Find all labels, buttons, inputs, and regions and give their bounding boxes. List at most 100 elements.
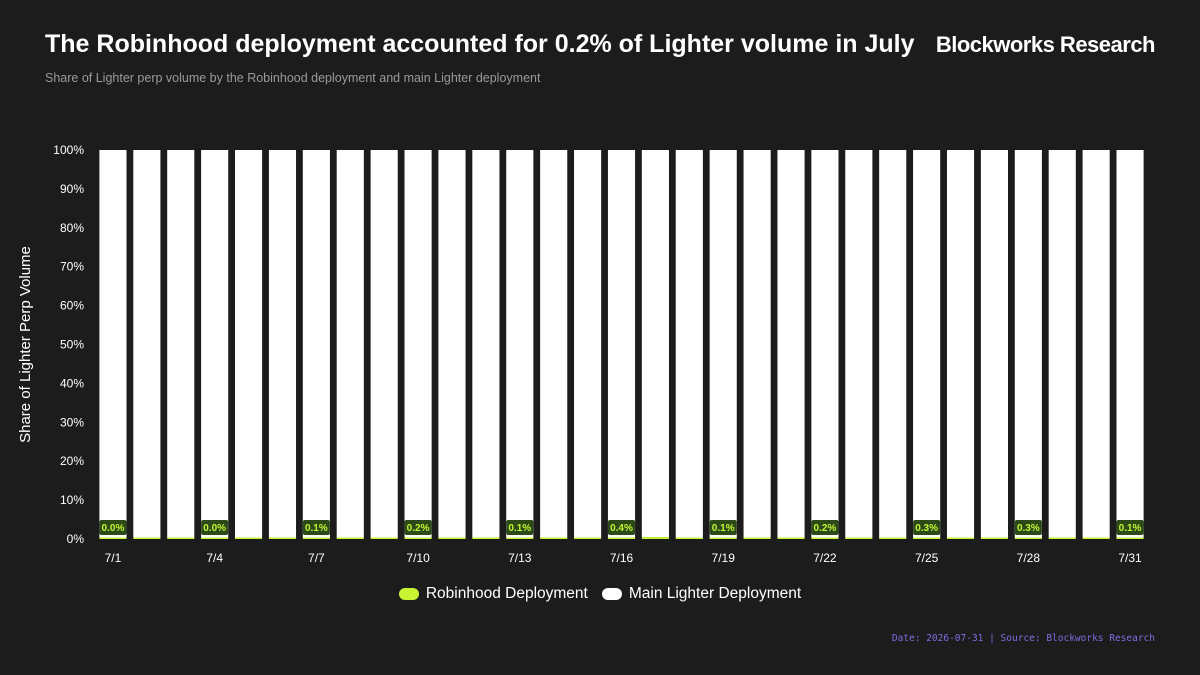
chart-subtitle: Share of Lighter perp volume by the Robi… [45,71,541,85]
bar-robinhood [709,537,737,539]
bar-main-lighter [743,150,771,538]
legend-swatch-robinhood [398,588,419,600]
bar-robinhood [99,537,127,539]
bar-robinhood [1082,537,1110,539]
bar-main-lighter [913,150,941,538]
bar-main-lighter [607,150,636,538]
bar-robinhood [811,537,839,539]
bar-main-lighter [641,150,669,538]
bar-main-lighter [336,150,364,538]
bar-main-lighter [268,150,297,538]
data-label-bg [99,520,127,535]
bar-main-lighter [1014,150,1042,538]
y-axis-title: Share of Lighter Perp Volume [17,246,34,443]
bar-main-lighter [99,150,127,538]
data-label: 0.1% [305,523,328,534]
bar-main-lighter [540,150,568,538]
data-label: 0.4% [610,523,633,534]
bar-main-lighter [1048,150,1076,538]
bar-main-lighter [1082,150,1110,538]
bar-main-lighter [404,150,432,538]
x-tick-label: 7/1 [105,551,122,565]
y-tick-label: 10% [60,493,84,507]
bar-robinhood [845,537,873,539]
bar-robinhood [777,537,805,539]
bar-main-lighter [574,150,602,538]
x-tick-label: 7/16 [610,551,634,565]
bar-robinhood [1014,537,1042,539]
bar-robinhood [302,537,330,539]
bar-main-lighter [472,150,500,538]
legend-label-robinhood: Robinhood Deployment [425,585,588,602]
data-label-bg [506,520,534,535]
bar-main-lighter [370,150,398,538]
data-label: 0.3% [1017,523,1040,534]
bar-robinhood [607,537,636,539]
data-label-bg [1116,520,1144,535]
x-tick-label: 7/4 [206,551,223,565]
bar-robinhood [1048,537,1076,539]
bar-main-lighter [167,150,195,538]
legend-label-main-lighter: Main Lighter Deployment [628,585,802,602]
bar-robinhood [506,537,534,539]
x-tick-label: 7/22 [813,551,837,565]
bar-robinhood [743,537,771,539]
bar-main-lighter [675,150,703,538]
bar-main-lighter [811,150,839,538]
bar-main-lighter [133,150,161,538]
bar-main-lighter [201,150,229,538]
y-tick-label: 30% [60,415,84,429]
y-tick-label: 100% [53,143,84,157]
bar-main-lighter [438,150,466,538]
data-label-bg [608,520,635,535]
data-label: 0.1% [508,523,531,534]
bar-robinhood [540,537,568,539]
data-label: 0.1% [1119,523,1142,534]
data-label: 0.0% [102,523,125,534]
bar-robinhood [574,537,602,539]
bar-robinhood [1116,537,1144,539]
y-tick-label: 20% [60,454,84,468]
bar-robinhood [370,537,398,539]
x-tick-label: 7/13 [508,551,532,565]
chart-legend: Robinhood Deployment Main Lighter Deploy… [0,585,1200,603]
bar-robinhood [675,537,703,539]
data-label-bg [1014,520,1042,535]
bar-main-lighter [506,150,534,538]
footer-source: Date: 2026-07-31 | Source: Blockworks Re… [891,633,1155,644]
x-tick-label: 7/7 [308,551,325,565]
chart-title: The Robinhood deployment accounted for 0… [45,30,915,58]
x-tick-label: 7/28 [1017,551,1041,565]
bar-robinhood [913,537,941,539]
bar-main-lighter [709,150,737,538]
y-tick-label: 60% [60,299,84,313]
data-label-bg [404,520,432,535]
bar-main-lighter [1116,150,1144,538]
bar-robinhood [472,537,500,539]
data-label: 0.1% [712,523,735,534]
bar-robinhood [133,537,161,539]
data-label-bg [201,520,229,535]
y-tick-label: 80% [60,221,84,235]
bar-robinhood [235,537,263,539]
bar-main-lighter [845,150,873,538]
bar-main-lighter [879,150,907,538]
legend-swatch-main-lighter [601,588,622,600]
bar-main-lighter [302,150,330,538]
data-label: 0.0% [203,523,226,534]
legend-item-robinhood[interactable]: Robinhood Deployment [398,585,588,603]
bar-main-lighter [777,150,805,538]
stacked-bar-chart: Share of Lighter Perp Volume 0% 10% 20% 30% 4… [17,143,1144,565]
brand-logo: Blockworks Research [935,32,1156,57]
x-tick-label: 7/19 [712,551,736,565]
bar-robinhood [980,537,1008,539]
bar-main-lighter [235,150,263,538]
y-tick-label: 50% [60,338,84,352]
legend-item-main-lighter[interactable]: Main Lighter Deployment [601,585,802,603]
x-tick-label: 7/25 [915,551,939,565]
data-label: 0.3% [915,523,938,534]
bar-main-lighter [980,150,1008,538]
y-tick-label: 70% [60,260,84,274]
bar-robinhood [201,537,229,539]
y-tick-label: 40% [60,376,84,390]
